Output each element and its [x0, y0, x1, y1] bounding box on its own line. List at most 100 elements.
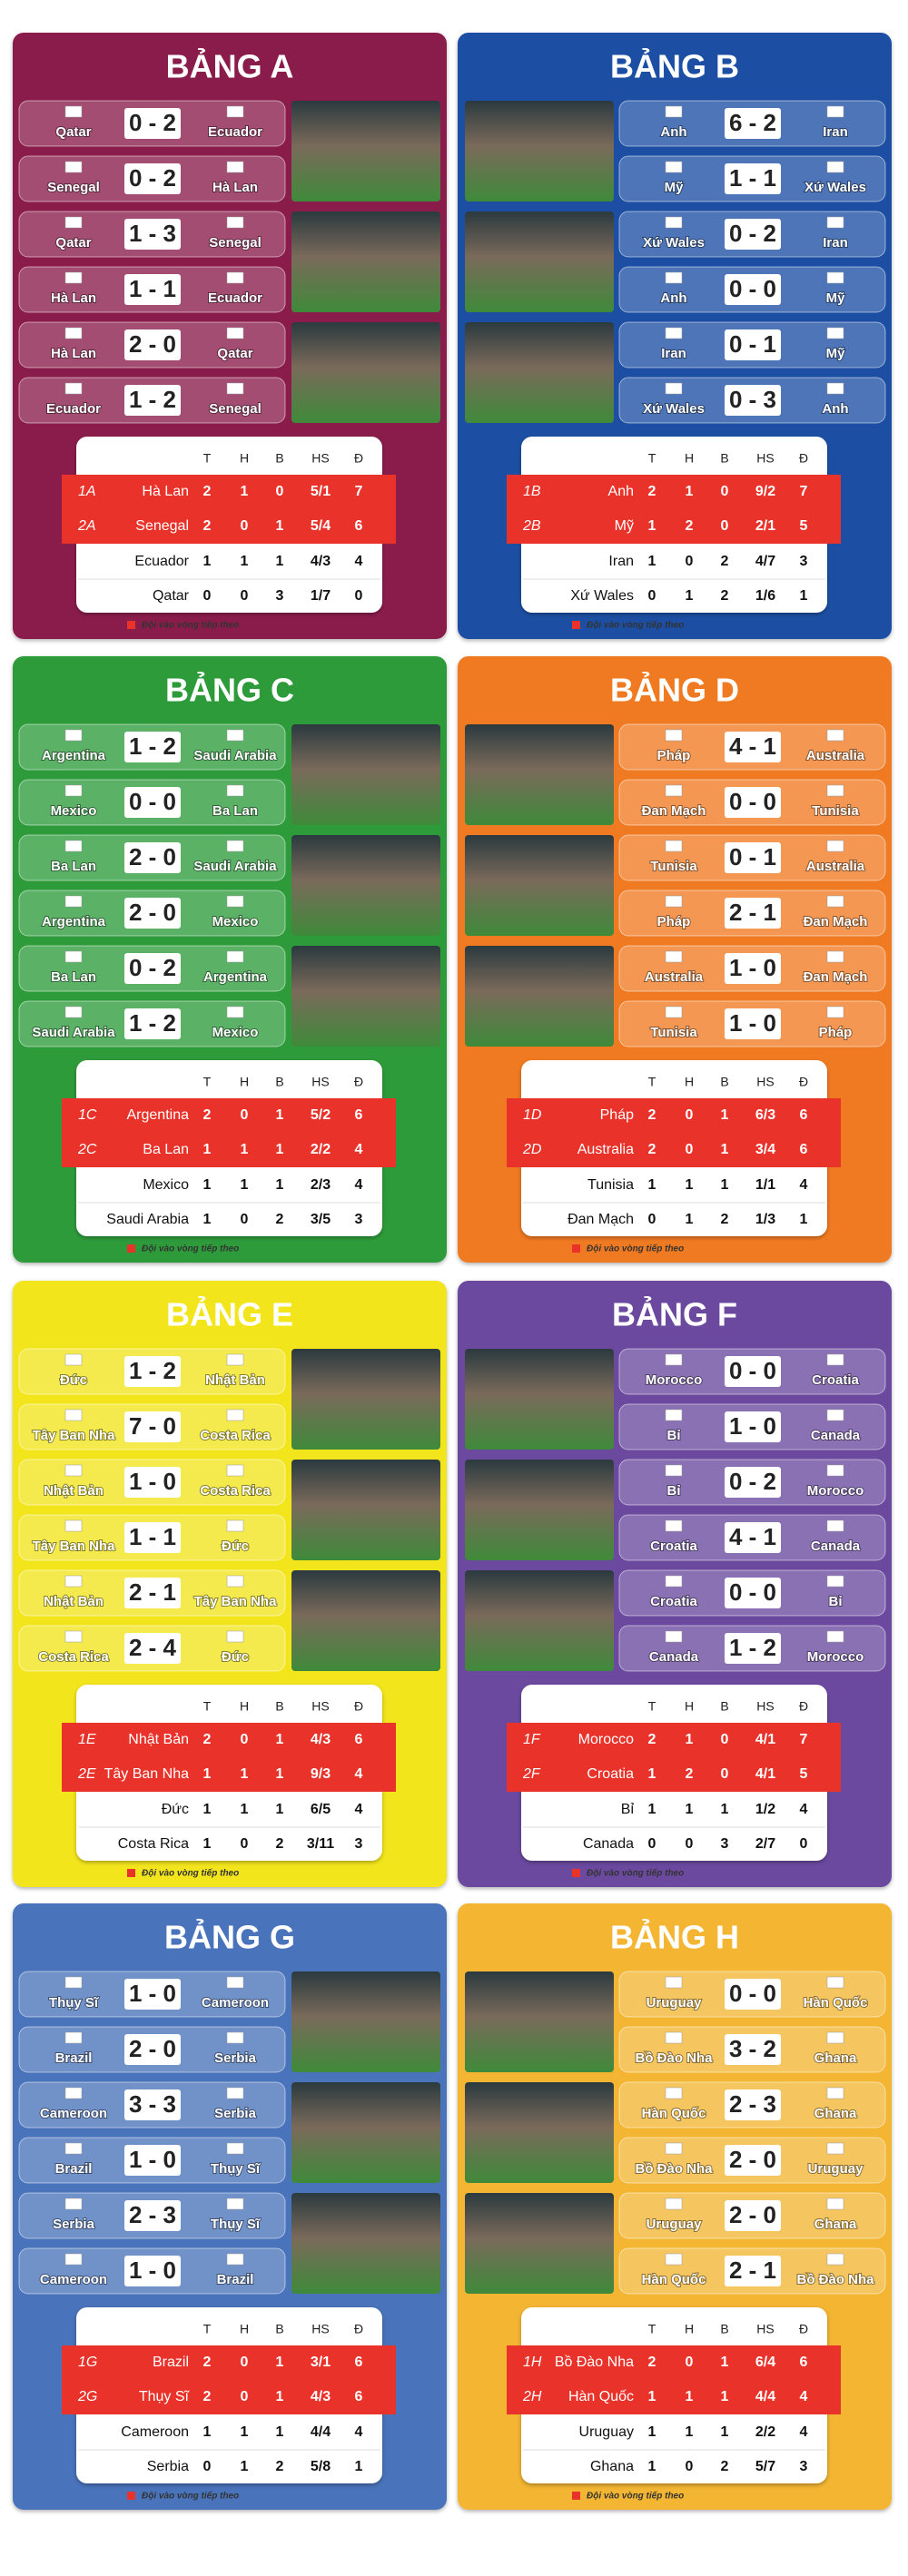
team-name: Đức — [162, 1802, 189, 1817]
flag-icon — [665, 1006, 683, 1018]
score-box — [725, 898, 781, 929]
group-title: BẢNG C — [165, 672, 294, 709]
team-name: Hà Lan — [212, 180, 258, 195]
match-photo — [465, 2082, 614, 2183]
table-cell: 4 — [800, 1802, 808, 1817]
flag-icon — [826, 161, 844, 173]
score: 2 - 1 — [729, 899, 776, 926]
score-box — [725, 1008, 781, 1039]
rank-label: 2G — [77, 2389, 97, 2404]
qualified-band — [507, 1098, 841, 1167]
table-cell: 1 — [276, 1107, 284, 1123]
table-cell: 2 — [721, 554, 729, 569]
legend-text: Đội vào vòng tiếp theo — [142, 1868, 239, 1879]
table-cell: 0 — [241, 1107, 249, 1123]
flag-icon — [665, 1976, 683, 1989]
table-cell: 6/3 — [755, 1107, 775, 1123]
team-name: Đức — [60, 1372, 87, 1388]
score: 0 - 2 — [129, 954, 176, 981]
score: 2 - 0 — [129, 843, 176, 870]
legend-swatch — [572, 2492, 580, 2500]
table-cell: 3/5 — [311, 1212, 331, 1227]
flag-icon — [826, 1976, 844, 1989]
team-name: Mỹ — [826, 290, 845, 306]
flag-icon — [826, 1353, 844, 1366]
table-cell: 1 — [203, 1177, 212, 1193]
flag-icon — [64, 729, 83, 742]
flag-icon — [665, 1353, 683, 1366]
team-name: Đức — [222, 1539, 249, 1554]
table-header: Đ — [799, 451, 808, 466]
score-box — [725, 219, 781, 250]
flag-icon — [64, 1006, 83, 1018]
team-name: Qatar — [55, 235, 91, 251]
table-cell: 1/6 — [755, 588, 775, 604]
team-name: Canada — [583, 1836, 634, 1852]
score: 0 - 2 — [129, 164, 176, 192]
group-title: BẢNG F — [612, 1296, 737, 1333]
score-box — [725, 842, 781, 873]
match-photo — [291, 946, 440, 1047]
flag-icon — [665, 895, 683, 908]
score-box — [124, 1522, 181, 1553]
legend-swatch — [572, 1869, 580, 1877]
match-photo — [291, 322, 440, 423]
team-name: Argentina — [42, 914, 106, 929]
match-photo — [291, 1570, 440, 1671]
table-header: B — [720, 1699, 728, 1714]
team-name: Saudi Arabia — [106, 1212, 189, 1227]
table-cell: 3 — [721, 1836, 729, 1852]
score: 0 - 0 — [729, 788, 776, 815]
flag-icon — [226, 161, 244, 173]
table-cell: 1 — [276, 554, 284, 569]
team-name: Tây Ban Nha — [104, 1766, 189, 1782]
team-name: Croatia — [650, 1594, 697, 1609]
rank-label: 1D — [523, 1107, 542, 1123]
match-photo — [291, 724, 440, 825]
match-photo — [465, 1349, 614, 1450]
match-photo — [291, 1349, 440, 1450]
team-name: Senegal — [135, 518, 189, 534]
table-cell: 7 — [355, 484, 363, 499]
flag-icon — [226, 327, 244, 339]
legend-text: Đội vào vòng tiếp theo — [587, 1868, 684, 1879]
team-name: Hà Lan — [142, 484, 189, 499]
table-header: H — [685, 451, 694, 466]
score: 1 - 0 — [129, 2146, 176, 2173]
table-header: H — [240, 1699, 249, 1714]
table-header: B — [275, 2322, 283, 2336]
team-name: Thụy Sĩ — [49, 1995, 99, 2011]
team-name: Iran — [608, 554, 634, 569]
flag-icon — [226, 382, 244, 395]
rank-label: 2F — [522, 1766, 541, 1782]
table-cell: 1 — [686, 2424, 694, 2440]
match-photo — [465, 835, 614, 936]
team-name: Tây Ban Nha — [33, 1428, 116, 1443]
table-cell: 1 — [648, 1802, 656, 1817]
flag-icon — [226, 1519, 244, 1532]
table-cell: 1 — [276, 1142, 284, 1157]
match-photo — [465, 211, 614, 312]
table-cell: 4 — [355, 1802, 363, 1817]
score-box — [725, 2256, 781, 2286]
table-header: H — [685, 2322, 694, 2336]
flag-icon — [64, 327, 83, 339]
team-name: Tây Ban Nha — [194, 1594, 278, 1609]
team-name: Hà Lan — [51, 346, 96, 361]
score: 1 - 1 — [129, 275, 176, 302]
score: 2 - 0 — [129, 2035, 176, 2062]
score: 2 - 3 — [729, 2090, 776, 2118]
score-box — [124, 108, 181, 139]
team-name: Xứ Wales — [804, 180, 866, 195]
table-cell: 0 — [721, 484, 729, 499]
team-name: Serbia — [214, 2050, 257, 2066]
table-cell: 4 — [355, 2424, 363, 2440]
table-cell: 1 — [686, 2389, 694, 2404]
flag-icon — [226, 729, 244, 742]
table-cell: 4/3 — [311, 2389, 331, 2404]
score: 0 - 3 — [729, 386, 776, 413]
team-name: Ba Lan — [51, 859, 96, 874]
flag-icon — [64, 2087, 83, 2099]
score: 1 - 2 — [129, 1009, 176, 1037]
team-name: Bồ Đào Nha — [796, 2272, 874, 2287]
